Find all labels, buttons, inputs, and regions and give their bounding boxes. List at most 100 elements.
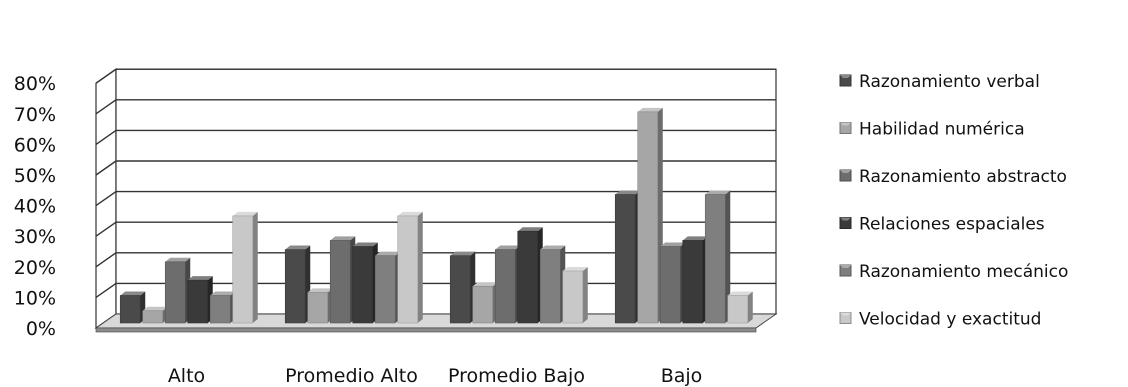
- bar-top: [375, 251, 401, 256]
- legend-label: Velocidad y exactitud: [859, 310, 1041, 330]
- bar: [472, 282, 498, 324]
- gridline: [95, 99, 776, 115]
- bar-top: [660, 242, 686, 247]
- gridline: [95, 190, 776, 207]
- y-tick-label: 0%: [26, 318, 56, 340]
- gridline: [95, 129, 776, 145]
- bar: [659, 242, 686, 324]
- bar: [614, 190, 641, 324]
- bar-top: [165, 257, 191, 262]
- bar: [539, 245, 566, 324]
- gridline: [95, 221, 776, 237]
- bar: [449, 251, 476, 324]
- x-category-label: Alto: [168, 365, 205, 387]
- legend-item: Razonamiento verbal: [839, 72, 1040, 92]
- bar-top: [705, 190, 731, 195]
- bar: [352, 242, 378, 324]
- bar-top: [232, 211, 258, 216]
- bar-front: [562, 270, 584, 324]
- legend-label: Relaciones espaciales: [859, 215, 1045, 235]
- legend-swatch-highlight: [840, 265, 851, 268]
- bar: [329, 236, 356, 324]
- bar-front: [397, 215, 419, 324]
- bar-top: [727, 291, 753, 296]
- bar-top: [330, 236, 356, 241]
- bar-side: [417, 211, 423, 323]
- bar-top: [472, 282, 498, 287]
- legend: Razonamiento verbal Habilidad numérica Raz…: [839, 72, 1068, 330]
- bar-front: [232, 215, 254, 324]
- bar-front: [614, 194, 636, 324]
- floor-front: [95, 327, 757, 333]
- bar-front: [472, 285, 494, 324]
- gridline: [95, 160, 776, 176]
- legend-swatch-highlight: [840, 122, 851, 126]
- legend-label: Razonamiento verbal: [859, 72, 1040, 92]
- y-tick-label: 30%: [14, 226, 56, 248]
- y-tick-label: 20%: [14, 257, 56, 279]
- bar-top: [352, 242, 378, 247]
- bar-front: [209, 295, 231, 324]
- bar-front: [119, 295, 141, 324]
- bar: [517, 227, 543, 324]
- bar-side: [725, 190, 731, 323]
- bar: [307, 288, 333, 324]
- bar-top: [540, 245, 566, 250]
- gridline: [95, 68, 776, 84]
- chart-floor: [94, 313, 778, 333]
- y-tick-label: 80%: [14, 73, 56, 95]
- gridlines: [95, 68, 776, 298]
- legend-label: Razonamiento mecánico: [859, 262, 1068, 282]
- x-category-label: Promedio Alto: [285, 365, 418, 387]
- bar-front: [142, 310, 164, 324]
- legend-label: Habilidad numérica: [859, 120, 1025, 140]
- bar-front: [307, 292, 329, 324]
- bar-top: [450, 251, 476, 256]
- bar: [374, 251, 401, 324]
- bar-top: [210, 291, 236, 296]
- legend-item: Habilidad numérica: [839, 120, 1025, 140]
- bar-top: [562, 266, 588, 271]
- y-tick-label: 70%: [14, 104, 56, 126]
- bar-front: [659, 246, 681, 324]
- bar-top: [397, 211, 423, 216]
- y-tick-label: 60%: [14, 134, 56, 156]
- legend-swatch-highlight: [840, 75, 851, 78]
- legend-item: Relaciones espaciales: [839, 215, 1045, 235]
- bar-front: [374, 255, 396, 324]
- bar: [232, 211, 258, 324]
- bar-front: [164, 261, 186, 324]
- x-category-label: Promedio Bajo: [448, 365, 585, 387]
- bar: [397, 211, 423, 324]
- bar: [284, 245, 311, 324]
- bar-top: [637, 107, 663, 112]
- bar: [164, 257, 191, 324]
- bar-side: [252, 211, 258, 323]
- bar-front: [704, 194, 726, 324]
- bar-top: [495, 245, 521, 250]
- bar-front: [494, 249, 516, 324]
- bar: [142, 306, 168, 324]
- bar: [494, 245, 521, 324]
- legend-swatch-highlight: [840, 312, 851, 316]
- bar: [209, 291, 236, 324]
- bar: [637, 107, 663, 324]
- bar-top: [307, 288, 333, 293]
- bar: [562, 266, 588, 324]
- bar-top: [142, 306, 168, 311]
- x-axis-category-labels: Alto Promedio Alto Promedio Bajo Bajo: [168, 365, 702, 387]
- bar-top: [682, 236, 708, 241]
- bar: [119, 291, 146, 324]
- bar-front: [329, 240, 351, 324]
- bar-top: [517, 227, 543, 232]
- bar: [187, 276, 213, 324]
- bar-front: [727, 295, 749, 324]
- bar-top: [120, 291, 146, 296]
- legend-item: Razonamiento abstracto: [839, 167, 1067, 187]
- bar: [682, 236, 708, 324]
- bar-top: [285, 245, 311, 250]
- legend-swatch-highlight: [840, 170, 851, 173]
- bar-front: [352, 246, 374, 324]
- legend-label: Razonamiento abstracto: [859, 167, 1067, 187]
